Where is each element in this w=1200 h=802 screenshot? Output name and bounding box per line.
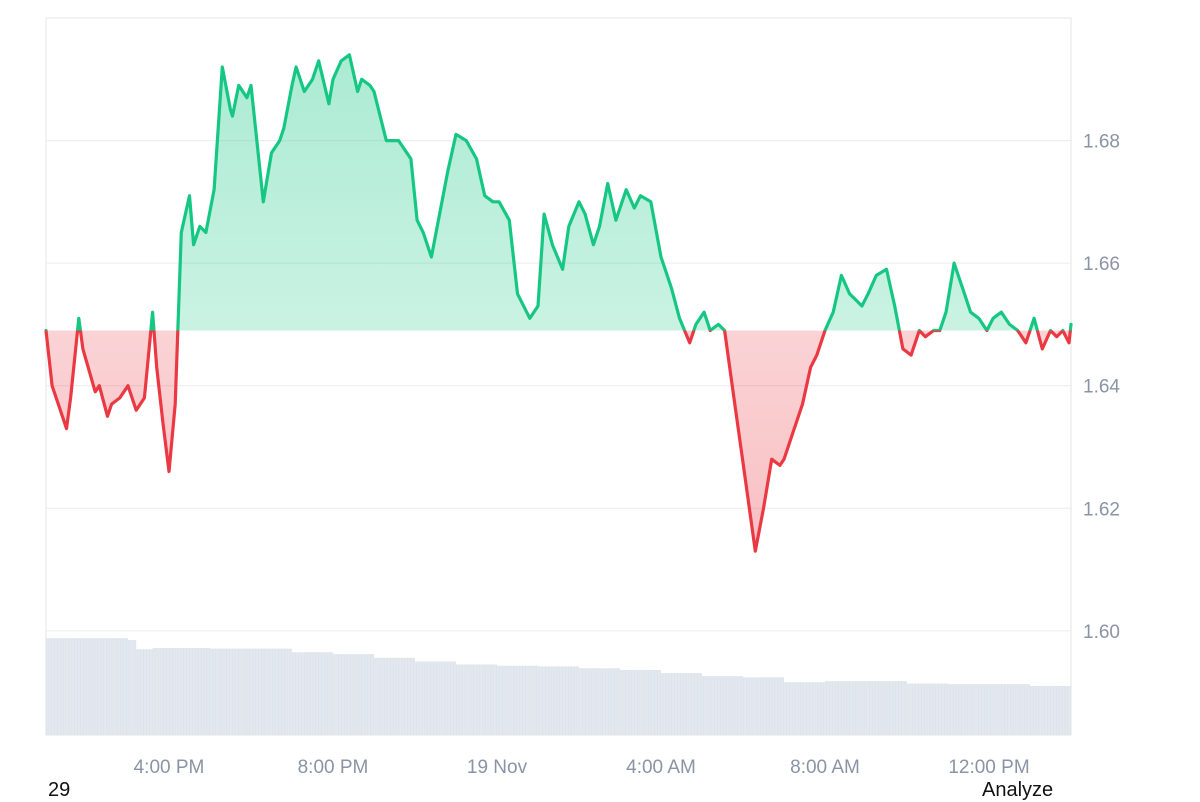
plot-frame	[45, 17, 1072, 736]
x-tick-label: 8:00 AM	[790, 757, 860, 778]
x-tick-label: 4:00 AM	[626, 757, 696, 778]
footer-left-label: 29	[48, 779, 71, 801]
x-axis-ticks: 4:00 PM 8:00 PM 19 Nov 4:00 AM 8:00 AM 12:00 …	[134, 757, 1030, 778]
x-tick-label: 4:00 PM	[134, 757, 205, 778]
y-tick-label: 1.66	[1083, 254, 1120, 275]
price-line-below-baseline	[44, 330, 1072, 553]
x-tick-label: 8:00 PM	[298, 757, 369, 778]
volume-area	[46, 638, 1071, 735]
x-tick-label: 19 Nov	[467, 757, 528, 778]
y-tick-label: 1.68	[1083, 132, 1120, 153]
y-axis-ticks: 1.68 1.66 1.64 1.62 1.60	[1083, 132, 1120, 643]
x-tick-label: 12:00 PM	[948, 757, 1029, 778]
y-tick-label: 1.60	[1083, 622, 1120, 643]
y-tick-label: 1.64	[1083, 377, 1120, 398]
area-fill-above-baseline	[46, 54, 1071, 331]
y-tick-label: 1.62	[1083, 499, 1120, 520]
volume-bars	[45, 638, 1071, 735]
analyze-button[interactable]: Analyze	[982, 779, 1054, 801]
price-line-above-baseline	[44, 53, 1073, 331]
grid-lines	[46, 140, 1071, 632]
